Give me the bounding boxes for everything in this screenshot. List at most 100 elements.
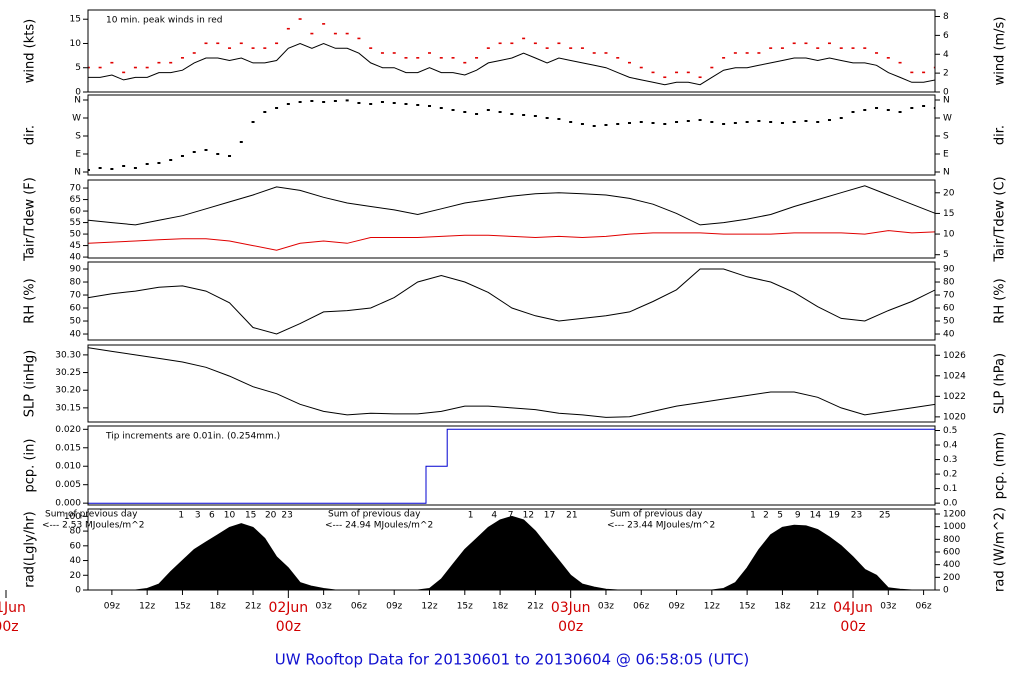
y2-tick-label: 1022 <box>943 392 966 402</box>
dir-point <box>863 109 867 111</box>
y2-tick-label: 1200 <box>943 510 966 520</box>
hour-mark: 4 <box>491 511 497 521</box>
peak-point <box>322 23 326 25</box>
peak-point <box>510 42 514 45</box>
dir-point <box>710 121 714 123</box>
dir-point <box>545 117 549 119</box>
peak-point <box>133 66 137 69</box>
peak-point <box>851 47 855 49</box>
y-tick-label: 90 <box>70 265 82 275</box>
peak-point <box>875 52 879 54</box>
peak-point <box>569 47 573 49</box>
peak-point <box>110 61 114 64</box>
peak-point <box>392 52 396 54</box>
peak-point <box>357 37 361 40</box>
y2-tick-label: 200 <box>943 573 960 583</box>
y-tick-label: 40 <box>70 253 82 263</box>
x-tick-label: 06z <box>915 602 931 612</box>
series-line <box>88 185 935 226</box>
peak-point <box>98 66 102 69</box>
peak-point <box>910 71 914 74</box>
day-hour-label: 00z <box>840 619 865 635</box>
dir-point <box>827 119 831 121</box>
peak-point <box>145 66 149 69</box>
hour-mark: 1 <box>468 511 474 521</box>
daily-sum: <--- 23.44 MJoules/m^2 <box>607 521 715 531</box>
y-axis-label: rad(Lgly/hr) <box>23 511 38 587</box>
hour-mark: 14 <box>810 511 822 521</box>
plot <box>88 515 935 590</box>
y2-tick-label: 70 <box>943 291 955 301</box>
peak-point <box>792 42 796 45</box>
dir-point <box>663 123 667 125</box>
peak-point <box>580 47 584 49</box>
dir-point <box>675 121 679 123</box>
peak-point <box>604 52 608 54</box>
y-tick-label: 0.010 <box>55 462 81 472</box>
dir-point <box>933 107 935 109</box>
series-line <box>88 230 935 251</box>
daily-sum-title: Sum of previous day <box>45 510 138 520</box>
y2-tick-label: 15 <box>943 209 954 219</box>
dir-point <box>133 167 137 169</box>
x-tick-label: 03z <box>316 602 332 612</box>
plot-frame <box>87 261 936 341</box>
hour-mark: 3 <box>195 511 201 521</box>
peak-point <box>439 57 443 59</box>
dir-point <box>875 107 879 109</box>
peak-point <box>263 47 267 49</box>
peak-point <box>204 42 208 45</box>
y-tick-label: 30.30 <box>55 350 81 360</box>
dir-point <box>651 122 655 124</box>
y-tick-label: 50 <box>70 230 82 240</box>
y-axis-label: wind (kts) <box>23 19 38 83</box>
dir-point <box>686 120 690 122</box>
dir-point <box>533 115 537 117</box>
peak-point <box>898 61 902 64</box>
peak-point <box>663 76 667 79</box>
peak-point <box>522 37 526 40</box>
peak-point <box>369 47 373 49</box>
hour-mark: 7 <box>508 511 514 521</box>
day-hour-label: 00z <box>276 619 301 635</box>
hour-mark: 20 <box>265 511 277 521</box>
hour-mark: 25 <box>879 511 890 521</box>
peak-point <box>839 47 843 49</box>
day-hour-label: 00z <box>0 619 19 635</box>
plot <box>88 185 935 251</box>
x-tick-label: 18z <box>210 602 226 612</box>
y-tick-label: 30.15 <box>55 403 81 413</box>
y2-tick-label: 1020 <box>943 412 966 422</box>
day-label: 02Jun <box>268 600 308 616</box>
dir-point <box>910 107 914 109</box>
dir-point <box>369 103 373 105</box>
y2-tick-label: 400 <box>943 560 960 570</box>
peak-point <box>298 18 302 20</box>
dir-point <box>569 121 573 123</box>
y2-tick-label: N <box>943 96 950 106</box>
peak-point <box>816 47 820 49</box>
peak-point <box>863 47 867 49</box>
peak-point <box>169 61 173 64</box>
x-tick-label: 06z <box>351 602 367 612</box>
peak-point <box>192 52 196 54</box>
peak-point <box>416 57 420 59</box>
dir-point <box>298 101 302 103</box>
dir-point <box>251 121 255 123</box>
peak-point <box>557 42 561 45</box>
y-tick-label: 100 <box>64 512 81 522</box>
y-axis-label: SLP (inHg) <box>23 350 38 418</box>
dir-point <box>616 123 620 125</box>
peak-point <box>239 42 243 45</box>
dir-point <box>88 169 90 171</box>
x-tick-label: 09z <box>104 602 120 612</box>
x-tick-label: 12z <box>139 602 155 612</box>
dir-point <box>745 121 749 123</box>
peak-point <box>310 32 314 35</box>
y2-tick-label: 1024 <box>943 371 966 381</box>
peak-point <box>627 61 631 64</box>
y2-tick-label: 0 <box>943 88 949 98</box>
y2-tick-label: 0.4 <box>943 441 958 451</box>
y-tick-label: 20 <box>70 571 82 581</box>
